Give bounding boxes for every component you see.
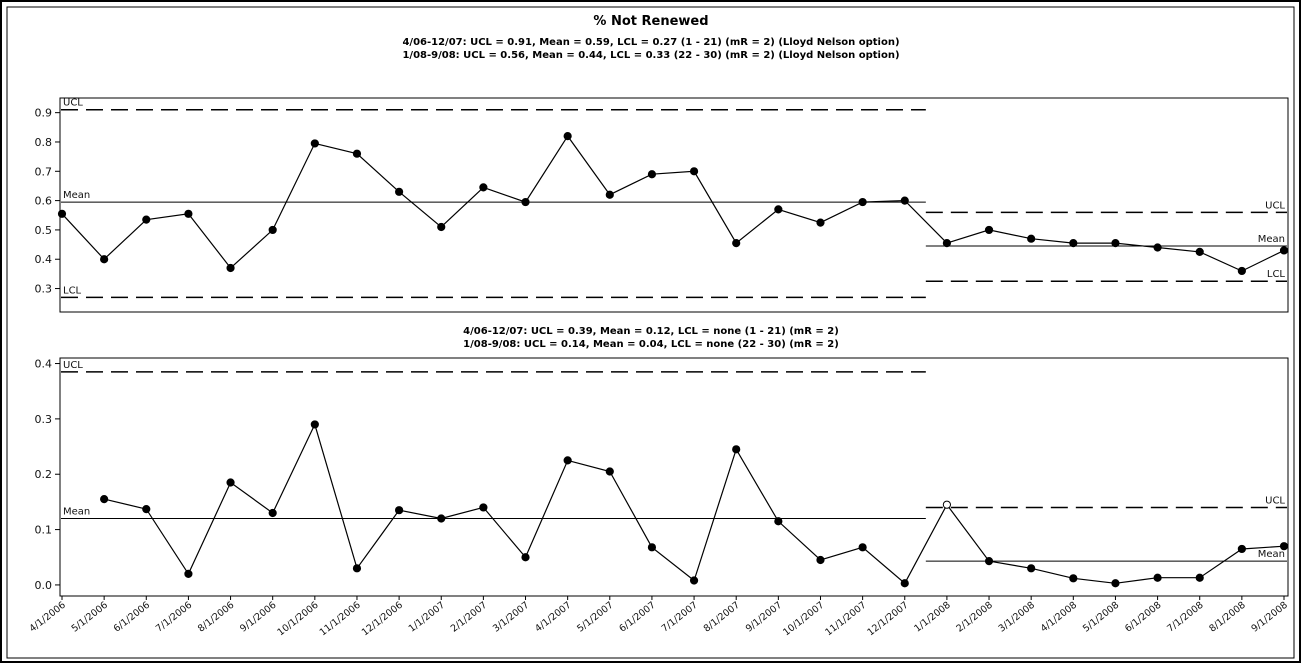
data-point (143, 216, 150, 223)
panel-subtitle: 4/06-12/07: UCL = 0.91, Mean = 0.59, LCL… (402, 37, 899, 48)
y-tick-label: 0.3 (35, 413, 53, 426)
data-point (1070, 575, 1077, 582)
data-point (1238, 545, 1245, 552)
data-point (1280, 543, 1287, 550)
data-point (269, 226, 276, 233)
data-point (101, 496, 108, 503)
data-point (733, 240, 740, 247)
data-point (648, 544, 655, 551)
y-tick-label: 0.2 (35, 468, 53, 481)
data-point (353, 150, 360, 157)
y-tick-label: 0.7 (35, 165, 53, 178)
y-tick-label: 0.3 (35, 283, 53, 296)
y-tick-label: 0.9 (35, 107, 53, 120)
y-tick-label: 0.0 (35, 579, 53, 592)
data-point (859, 544, 866, 551)
data-point (1112, 580, 1119, 587)
data-point (227, 264, 234, 271)
y-tick-label: 0.8 (35, 136, 53, 149)
data-point (1196, 248, 1203, 255)
ucl-label: UCL (63, 360, 83, 371)
data-point (1028, 235, 1035, 242)
data-point (606, 468, 613, 475)
data-point (1154, 244, 1161, 251)
panel-subtitle: 1/08-9/08: UCL = 0.56, Mean = 0.44, LCL … (402, 50, 899, 61)
data-point (690, 577, 697, 584)
data-point (648, 171, 655, 178)
data-point (101, 256, 108, 263)
data-point (985, 226, 992, 233)
data-point (522, 554, 529, 561)
data-point (396, 507, 403, 514)
panel-subtitle: 1/08-9/08: UCL = 0.14, Mean = 0.04, LCL … (463, 339, 839, 350)
data-point (438, 223, 445, 230)
y-tick-label: 0.5 (35, 224, 53, 237)
data-point (733, 446, 740, 453)
mean-label: Mean (63, 507, 90, 518)
data-point (185, 210, 192, 217)
data-point (227, 479, 234, 486)
y-tick-label: 0.6 (35, 195, 53, 208)
data-point (1028, 565, 1035, 572)
data-point (564, 133, 571, 140)
data-point (1238, 267, 1245, 274)
data-point (943, 240, 950, 247)
ucl-label: UCL (1265, 200, 1285, 211)
data-point (311, 140, 318, 147)
data-point (817, 556, 824, 563)
data-point (901, 197, 908, 204)
data-point (606, 191, 613, 198)
data-point (480, 184, 487, 191)
data-point (901, 580, 908, 587)
data-point (690, 168, 697, 175)
data-point (985, 558, 992, 565)
data-point (480, 504, 487, 511)
data-point (817, 219, 824, 226)
data-point (775, 518, 782, 525)
data-point (1070, 240, 1077, 247)
data-point (522, 198, 529, 205)
data-point (143, 506, 150, 513)
data-point (1280, 247, 1287, 254)
mean-label: Mean (1258, 234, 1285, 245)
data-point (775, 206, 782, 213)
data-point (564, 457, 571, 464)
panel-subtitle: 4/06-12/07: UCL = 0.39, Mean = 0.12, LCL… (463, 326, 839, 337)
data-point (943, 501, 950, 508)
y-tick-label: 0.4 (35, 253, 53, 266)
data-point (185, 570, 192, 577)
chart-title: % Not Renewed (593, 14, 708, 29)
data-point (438, 515, 445, 522)
data-point (1196, 574, 1203, 581)
ucl-label: UCL (1265, 495, 1285, 506)
data-point (58, 210, 65, 217)
data-point (396, 188, 403, 195)
data-point (311, 421, 318, 428)
data-point (1112, 240, 1119, 247)
data-point (1154, 574, 1161, 581)
data-point (353, 565, 360, 572)
mean-label: Mean (63, 190, 90, 201)
mean-label: Mean (1258, 549, 1285, 560)
data-point (269, 509, 276, 516)
y-tick-label: 0.1 (35, 524, 53, 537)
data-point (859, 198, 866, 205)
y-tick-label: 0.4 (35, 358, 53, 371)
lcl-label: LCL (1267, 269, 1286, 280)
lcl-label: LCL (63, 285, 82, 296)
ucl-label: UCL (63, 98, 83, 109)
